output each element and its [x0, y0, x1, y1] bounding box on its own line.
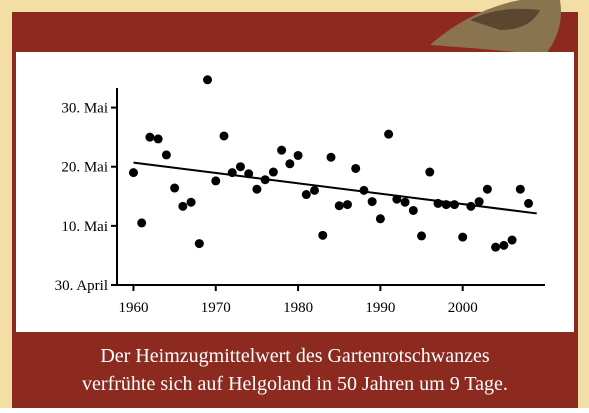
- data-point: [162, 150, 171, 159]
- data-point: [376, 214, 385, 223]
- data-point: [417, 231, 426, 240]
- data-point: [195, 239, 204, 248]
- y-tick-label: 20. Mai: [61, 160, 108, 176]
- data-point: [252, 185, 261, 194]
- data-point: [228, 168, 237, 177]
- data-point: [236, 162, 245, 171]
- data-point: [203, 75, 212, 84]
- x-tick-label: 2000: [448, 300, 478, 316]
- data-point: [483, 185, 492, 194]
- caption-line: Der Heimzugmittelwert des Gartenrotschwa…: [100, 345, 490, 367]
- data-point: [129, 168, 138, 177]
- y-tick-label: 30. Mai: [61, 101, 108, 117]
- data-point: [261, 175, 270, 184]
- data-point: [170, 184, 179, 193]
- data-point: [401, 198, 410, 207]
- data-point: [335, 201, 344, 210]
- data-point: [302, 190, 311, 199]
- x-tick-label: 1960: [118, 300, 148, 316]
- data-point: [244, 169, 253, 178]
- x-tick-label: 1990: [365, 300, 395, 316]
- data-point: [499, 241, 508, 250]
- data-point: [491, 243, 500, 252]
- data-point: [368, 197, 377, 206]
- data-point: [211, 176, 220, 185]
- x-tick-label: 1970: [201, 300, 231, 316]
- data-point: [178, 202, 187, 211]
- data-point: [318, 231, 327, 240]
- data-point: [154, 134, 163, 143]
- caption-line: verfrühte sich auf Helgoland in 50 Jahre…: [82, 373, 508, 395]
- data-point: [450, 200, 459, 209]
- data-point: [187, 198, 196, 207]
- data-point: [269, 168, 278, 177]
- y-tick-label: 10. Mai: [61, 219, 108, 235]
- data-point: [508, 236, 517, 245]
- x-tick-label: 1980: [283, 300, 313, 316]
- data-point: [409, 206, 418, 215]
- y-tick-label: 30. April: [55, 278, 108, 294]
- data-point: [466, 202, 475, 211]
- data-point: [294, 151, 303, 160]
- data-point: [442, 200, 451, 209]
- data-point: [310, 186, 319, 195]
- chart: Der Heimzugmittelwert des Gartenrotschwa…: [0, 0, 589, 408]
- data-point: [137, 218, 146, 227]
- data-point: [145, 133, 154, 142]
- data-point: [327, 153, 336, 162]
- data-point: [458, 233, 467, 242]
- data-point: [425, 168, 434, 177]
- data-point: [359, 186, 368, 195]
- data-point: [384, 130, 393, 139]
- data-point: [277, 146, 286, 155]
- data-point: [524, 199, 533, 208]
- data-point: [475, 197, 484, 206]
- data-point: [343, 200, 352, 209]
- data-point: [434, 199, 443, 208]
- data-point: [220, 131, 229, 140]
- page: Der Heimzugmittelwert des Gartenrotschwa…: [0, 0, 589, 413]
- data-point: [392, 195, 401, 204]
- data-point: [285, 159, 294, 168]
- data-point: [351, 164, 360, 173]
- data-point: [516, 185, 525, 194]
